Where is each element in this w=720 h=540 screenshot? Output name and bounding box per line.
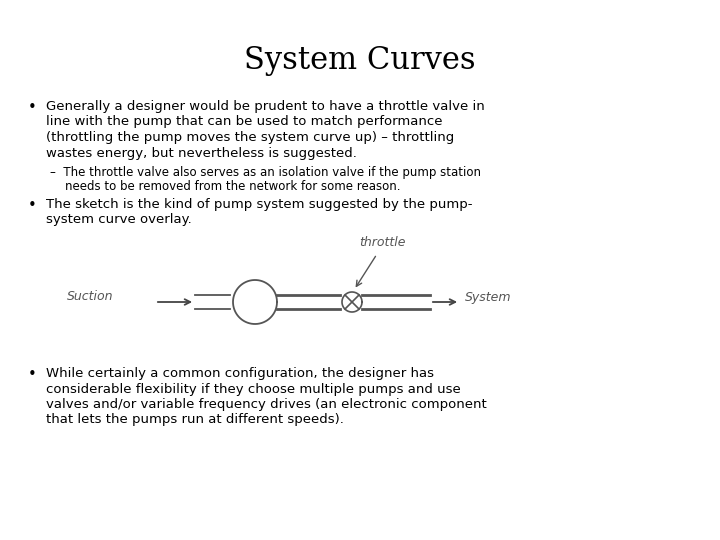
Text: line with the pump that can be used to match performance: line with the pump that can be used to m… <box>46 116 443 129</box>
Text: The sketch is the kind of pump system suggested by the pump-: The sketch is the kind of pump system su… <box>46 198 472 211</box>
Text: needs to be removed from the network for some reason.: needs to be removed from the network for… <box>50 180 400 193</box>
Text: System: System <box>465 291 511 303</box>
Text: While certainly a common configuration, the designer has: While certainly a common configuration, … <box>46 367 434 380</box>
Text: wastes energy, but nevertheless is suggested.: wastes energy, but nevertheless is sugge… <box>46 146 357 159</box>
Text: considerable flexibility if they choose multiple pumps and use: considerable flexibility if they choose … <box>46 382 461 395</box>
Text: •: • <box>28 100 37 115</box>
Text: throttle: throttle <box>359 235 405 248</box>
Text: system curve overlay.: system curve overlay. <box>46 213 192 226</box>
Text: valves and/or variable frequency drives (an electronic component: valves and/or variable frequency drives … <box>46 398 487 411</box>
Text: (throttling the pump moves the system curve up) – throttling: (throttling the pump moves the system cu… <box>46 131 454 144</box>
Text: –  The throttle valve also serves as an isolation valve if the pump station: – The throttle valve also serves as an i… <box>50 166 481 179</box>
Text: Suction: Suction <box>67 291 113 303</box>
Text: System Curves: System Curves <box>244 45 476 76</box>
Text: •: • <box>28 198 37 213</box>
Text: that lets the pumps run at different speeds).: that lets the pumps run at different spe… <box>46 414 344 427</box>
Text: •: • <box>28 367 37 382</box>
Text: Generally a designer would be prudent to have a throttle valve in: Generally a designer would be prudent to… <box>46 100 485 113</box>
